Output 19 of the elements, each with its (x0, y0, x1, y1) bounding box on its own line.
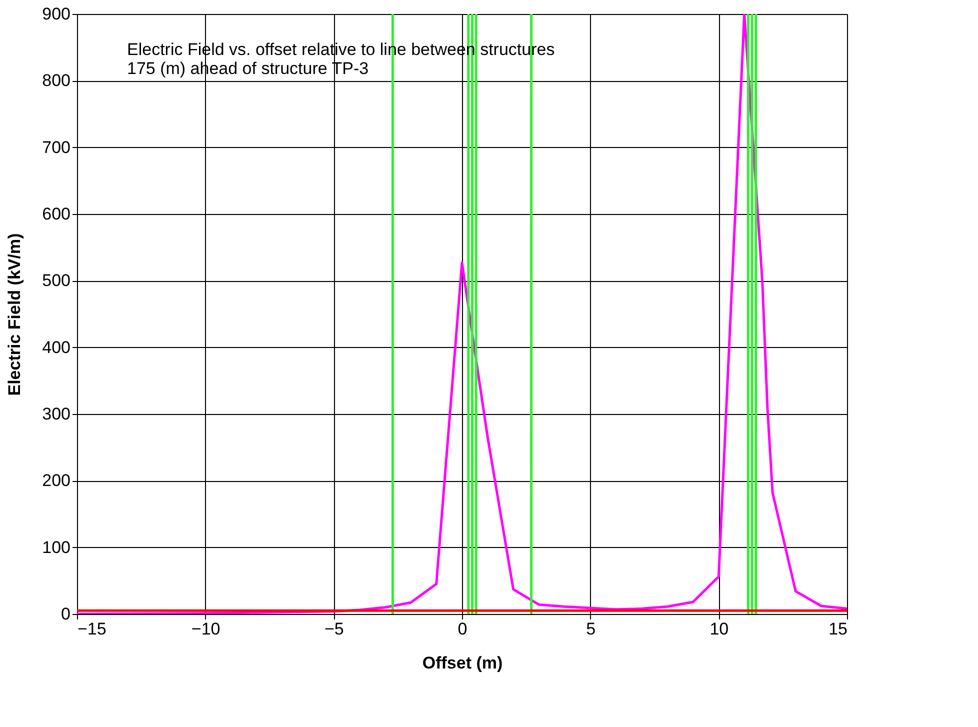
y-tick-label: 200 (42, 471, 70, 490)
x-tick-label: −10 (191, 620, 220, 638)
y-tick-label: 0 (61, 604, 70, 624)
y-tick-label: 500 (42, 271, 70, 290)
y-tick-label: 400 (42, 338, 70, 357)
x-tick-label: 5 (586, 620, 596, 638)
x-tick-label: −5 (324, 620, 344, 638)
x-axis-title: Offset (m) (422, 654, 503, 672)
x-tick-label: 10 (710, 620, 729, 638)
y-tick-label: 100 (42, 538, 70, 557)
y-axis-title: Electric Field (kV/m) (5, 233, 24, 396)
y-tick-label: 600 (42, 204, 70, 224)
x-tick-label: 0 (458, 620, 468, 638)
x-tick-label: −15 (78, 620, 106, 638)
y-tick-label: 700 (42, 138, 70, 157)
y-tick-label: 800 (42, 71, 70, 90)
y-tick-label: 300 (42, 404, 70, 424)
y-tick-label: 900 (42, 4, 70, 24)
x-tick-label: 15 (828, 620, 848, 638)
